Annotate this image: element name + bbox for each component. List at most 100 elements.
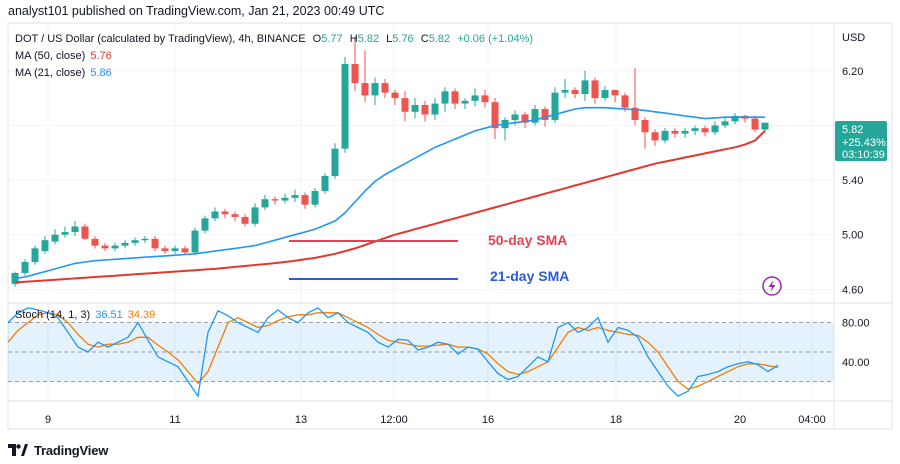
time-tick-label: 18 — [610, 414, 622, 426]
candle-body — [561, 89, 569, 93]
candle-body — [481, 95, 489, 103]
candle-body — [331, 148, 339, 176]
stoch-legend[interactable]: Stoch (14, 1, 3) 36.51 34.39 — [15, 309, 155, 321]
time-tick-label: 16 — [482, 414, 494, 426]
legend-ma21[interactable]: MA (21, close) 5.86 — [15, 67, 112, 79]
stoch-tick-label: 80.00 — [842, 318, 870, 330]
price-tick-label: 6.20 — [842, 66, 863, 78]
badge-price: 5.82 — [842, 124, 863, 136]
candle-body — [661, 130, 669, 141]
candle-body — [631, 107, 639, 120]
candle-body — [61, 231, 69, 235]
candle-body — [81, 226, 89, 239]
candle-body — [41, 240, 49, 252]
time-axis-ticks[interactable]: 9 11 13 12:00 16 18 20 04:00 — [45, 414, 826, 426]
badge-countdown: 03:10:39 — [842, 149, 885, 161]
candle-body — [271, 199, 279, 201]
candle-body — [641, 119, 649, 133]
candle-body — [71, 226, 79, 232]
candle-body — [111, 245, 119, 249]
candle-body — [101, 245, 109, 249]
candle-body — [761, 122, 769, 130]
candle-body — [391, 92, 399, 99]
candle-body — [131, 240, 139, 243]
candle-body — [721, 121, 729, 126]
candle-body — [211, 211, 219, 219]
price-tick-label: 5.00 — [842, 230, 863, 242]
candle-body — [151, 238, 159, 249]
open-value: 5.77 — [321, 33, 342, 45]
candle-body — [411, 104, 419, 112]
candle-body — [521, 114, 529, 123]
candle-body — [321, 175, 329, 191]
candle-body — [241, 216, 249, 224]
candle-body — [171, 248, 179, 252]
candle-body — [261, 199, 269, 208]
candle-body — [451, 91, 459, 104]
candle-body — [301, 195, 309, 205]
stoch-k-value: 36.51 — [95, 309, 123, 321]
legend-ma50[interactable]: MA (50, close) 5.76 — [15, 50, 112, 62]
last-price-badge: 5.82 +25.43% 03:10:39 — [835, 121, 887, 161]
brand-name: TradingView — [34, 442, 109, 458]
candle-body — [541, 109, 549, 120]
grid-lines — [8, 23, 834, 401]
stoch-guide-lines — [8, 322, 834, 382]
candle-body — [121, 242, 129, 246]
stoch-axis-ticks[interactable]: 80.00 40.00 — [842, 318, 870, 369]
time-tick-label: 9 — [45, 414, 51, 426]
symbol-name: DOT / US Dollar (calculated by TradingVi… — [15, 33, 306, 45]
badge-change: +25.43% — [842, 137, 886, 149]
high-value: 5.82 — [358, 33, 379, 45]
candle-body — [681, 130, 689, 134]
candle-body — [471, 95, 479, 101]
candle-body — [371, 83, 379, 96]
candle-body — [491, 102, 499, 129]
price-axis-ticks[interactable]: 6.205.805.405.004.60 — [842, 66, 863, 297]
currency-label: USD — [842, 32, 865, 44]
price-tick-label: 5.40 — [842, 175, 863, 187]
candle-body — [611, 89, 619, 96]
candle-body — [381, 83, 389, 93]
time-tick-label: 11 — [169, 414, 180, 426]
candle-body — [751, 118, 759, 130]
candle-body — [691, 128, 699, 131]
footer: TradingView — [8, 440, 108, 460]
publish-info: analyst101 published on TradingView.com,… — [8, 4, 385, 18]
candle-body — [431, 103, 439, 115]
ma21-value: 5.86 — [90, 67, 111, 79]
candle-body — [351, 63, 359, 84]
candle-body — [701, 128, 709, 133]
candle-body — [551, 92, 559, 120]
low-value: 5.76 — [392, 33, 413, 45]
price-pane[interactable] — [8, 23, 834, 303]
ma50-line — [14, 130, 766, 284]
candle-body — [251, 207, 259, 224]
candle-body — [531, 109, 539, 123]
candle-body — [591, 80, 599, 99]
change-value: +0.06 (+1.04%) — [457, 33, 533, 45]
candle-body — [581, 80, 589, 95]
stoch-tick-label: 40.00 — [842, 357, 870, 369]
stoch-d-value: 34.39 — [128, 309, 156, 321]
candle-body — [141, 238, 149, 241]
candle-body — [441, 91, 449, 104]
alert-icon[interactable] — [762, 276, 782, 296]
candle-body — [51, 234, 59, 242]
candle-body — [671, 130, 679, 134]
candle-body — [291, 195, 299, 198]
candle-body — [711, 125, 719, 133]
candle-body — [421, 104, 429, 115]
candle-body — [181, 248, 189, 253]
close-value: 5.82 — [429, 33, 450, 45]
candle-body — [11, 272, 19, 284]
candle-body — [601, 89, 609, 99]
sma21-annotation[interactable]: 21-day SMA — [490, 268, 569, 284]
ma21-line — [14, 106, 765, 280]
candle-body — [31, 248, 39, 263]
time-tick-label: 13 — [295, 414, 307, 426]
candle-body — [281, 197, 289, 201]
chart-frame — [7, 22, 893, 430]
sma50-annotation[interactable]: 50-day SMA — [488, 232, 567, 248]
